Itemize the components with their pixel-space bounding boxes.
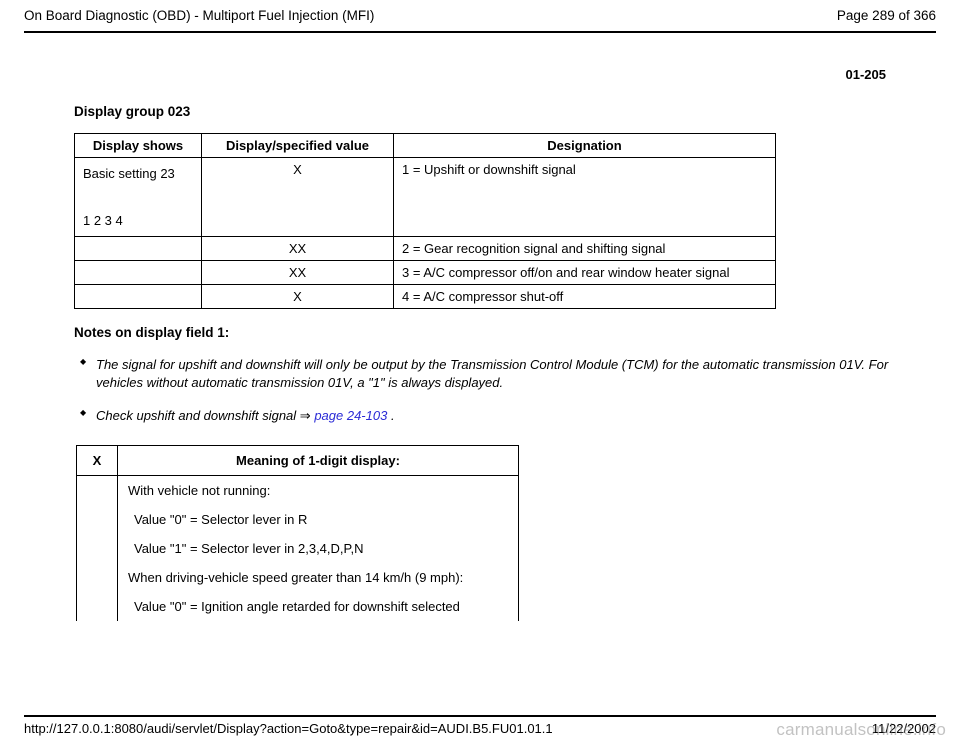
cell-value: XX [202, 237, 394, 261]
display-group-table: Display shows Display/specified value De… [74, 133, 776, 309]
notes-list: The signal for upshift and downshift wil… [80, 356, 893, 425]
footer-date: 11/22/2002 [872, 721, 936, 736]
footer-url: http://127.0.0.1:8080/audi/servlet/Displ… [24, 721, 553, 736]
arrow-icon: ⇒ [300, 408, 311, 423]
table-header-row: Display shows Display/specified value De… [75, 134, 776, 158]
cell-shows: Basic setting 23 1 2 3 4 [75, 158, 202, 237]
section-title: Display group 023 [74, 104, 901, 119]
cell-designation: 1 = Upshift or downshift signal [394, 158, 776, 237]
cell-meaning: With vehicle not running: [118, 475, 519, 505]
cell-x [77, 475, 118, 505]
cell-meaning: Value "0" = Selector lever in R [118, 505, 519, 534]
doc-title: On Board Diagnostic (OBD) - Multiport Fu… [24, 8, 374, 23]
th-meaning: Meaning of 1-digit display: [118, 445, 519, 475]
cell-text: Value "1" = Selector lever in 2,3,4,D,P,… [128, 541, 364, 556]
cell-text: When driving-vehicle speed greater than … [128, 570, 463, 585]
cell-designation: 3 = A/C compressor off/on and rear windo… [394, 261, 776, 285]
cell-value: X [202, 285, 394, 309]
cell-meaning: Value "1" = Selector lever in 2,3,4,D,P,… [118, 534, 519, 563]
cell-text: With vehicle not running: [128, 483, 270, 498]
footer-rule [24, 715, 936, 717]
cell-text: Value "0" = Ignition angle retarded for … [128, 599, 460, 614]
table-row: When driving-vehicle speed greater than … [77, 563, 519, 592]
table-row: Value "0" = Selector lever in R [77, 505, 519, 534]
meaning-table: X Meaning of 1-digit display: With vehic… [76, 445, 519, 621]
cell-shows [75, 261, 202, 285]
cell-meaning: Value "0" = Ignition angle retarded for … [118, 592, 519, 621]
footer-row: http://127.0.0.1:8080/audi/servlet/Displ… [24, 721, 936, 736]
cell-x [77, 563, 118, 592]
th-specified-value: Display/specified value [202, 134, 394, 158]
table-row: Value "1" = Selector lever in 2,3,4,D,P,… [77, 534, 519, 563]
table-row: XX 2 = Gear recognition signal and shift… [75, 237, 776, 261]
cell-value: X [202, 158, 394, 237]
section-page-number: 01-205 [24, 67, 886, 82]
top-header: On Board Diagnostic (OBD) - Multiport Fu… [24, 8, 936, 31]
table-header-row: X Meaning of 1-digit display: [77, 445, 519, 475]
cell-x [77, 505, 118, 534]
th-x: X [77, 445, 118, 475]
cell-text: Value "0" = Selector lever in R [128, 512, 307, 527]
content-area: Display group 023 Display shows Display/… [24, 104, 936, 621]
note-item: The signal for upshift and downshift wil… [80, 356, 893, 391]
table-row: XX 3 = A/C compressor off/on and rear wi… [75, 261, 776, 285]
cell-text: 1 2 3 4 [83, 213, 123, 228]
cell-shows [75, 285, 202, 309]
page-container: On Board Diagnostic (OBD) - Multiport Fu… [0, 0, 960, 742]
page-of: Page 289 of 366 [837, 8, 936, 23]
cell-designation: 4 = A/C compressor shut-off [394, 285, 776, 309]
header-rule [24, 31, 936, 33]
cell-meaning: When driving-vehicle speed greater than … [118, 563, 519, 592]
cell-x [77, 592, 118, 621]
note-item: Check upshift and downshift signal ⇒ pag… [80, 407, 893, 425]
table-row: With vehicle not running: [77, 475, 519, 505]
cell-value: XX [202, 261, 394, 285]
table-row: Basic setting 23 1 2 3 4 X 1 = Upshift o… [75, 158, 776, 237]
note-text: Check upshift and downshift signal [96, 408, 300, 423]
th-designation: Designation [394, 134, 776, 158]
footer: http://127.0.0.1:8080/audi/servlet/Displ… [0, 715, 960, 736]
cell-shows [75, 237, 202, 261]
table-row: Value "0" = Ignition angle retarded for … [77, 592, 519, 621]
cell-x [77, 534, 118, 563]
notes-heading: Notes on display field 1: [74, 325, 901, 340]
cell-designation: 2 = Gear recognition signal and shifting… [394, 237, 776, 261]
table-row: X 4 = A/C compressor shut-off [75, 285, 776, 309]
page-link[interactable]: page 24-103 [311, 408, 388, 423]
note-text: . [387, 408, 394, 423]
cell-text: Basic setting 23 [83, 166, 175, 181]
th-display-shows: Display shows [75, 134, 202, 158]
